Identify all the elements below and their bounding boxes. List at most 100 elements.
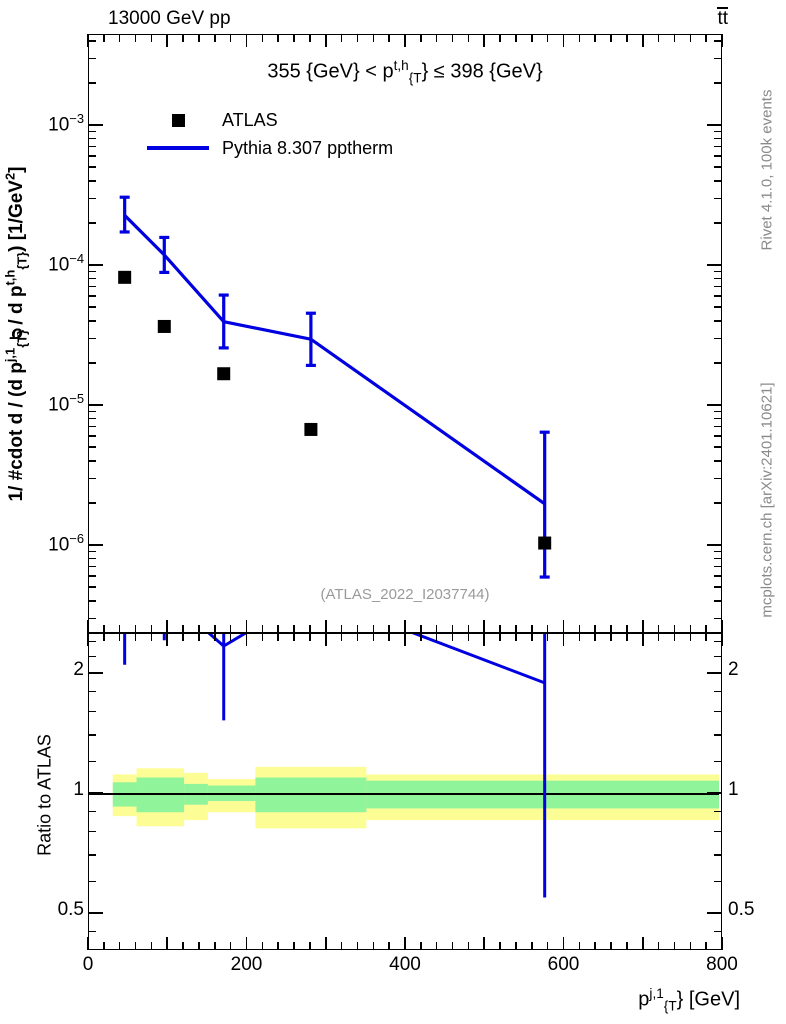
main-x-bottom-tick bbox=[641, 620, 644, 633]
main-x-bottom-tick bbox=[657, 625, 660, 633]
ratio-x-top-tick bbox=[689, 633, 692, 641]
ratio-x-bottom-tick bbox=[451, 942, 454, 950]
main-y-major-tick bbox=[88, 264, 103, 266]
legend-line-icon bbox=[140, 146, 216, 150]
ratio-x-bottom-tick bbox=[293, 942, 295, 950]
ratio-x-bottom-tick bbox=[562, 937, 565, 950]
main-y-major-tick-right bbox=[707, 124, 722, 126]
ratio-y-minor-tick-right bbox=[714, 760, 722, 763]
main-x-bottom-tick bbox=[483, 620, 486, 633]
ratio-y-minor-tick-right bbox=[714, 690, 722, 693]
main-y-minor-tick-right bbox=[714, 285, 722, 288]
main-x-top-tick bbox=[87, 34, 89, 47]
atlas-data-marker bbox=[538, 536, 552, 550]
pythia-polyline bbox=[123, 214, 546, 506]
ratio-y-tick-label: 1 bbox=[73, 779, 84, 800]
ratio-x-bottom-tick bbox=[435, 942, 438, 950]
ratio-x-bottom-tick bbox=[483, 937, 486, 950]
ratio-x-top-tick bbox=[515, 633, 517, 641]
ratio-pythia-curve-group bbox=[123, 634, 547, 898]
legend-label-pythia: Pythia 8.307 pptherm bbox=[222, 137, 394, 158]
main-x-top-tick bbox=[118, 34, 121, 42]
x-tick-label: 400 bbox=[389, 954, 421, 975]
main-x-top-tick bbox=[372, 34, 375, 42]
ratio-y-major-tick-right bbox=[707, 792, 722, 794]
main-x-bottom-tick bbox=[356, 625, 359, 633]
main-y-minor-tick-right bbox=[714, 137, 722, 140]
main-y-minor-tick bbox=[88, 460, 96, 462]
ratio-x-bottom-tick bbox=[134, 942, 137, 950]
main-x-top-tick bbox=[562, 34, 565, 47]
main-y-minor-tick bbox=[88, 575, 96, 577]
main-y-minor-tick bbox=[88, 197, 96, 199]
main-x-bottom-tick bbox=[293, 625, 295, 633]
main-y-minor-tick-right bbox=[714, 197, 722, 199]
main-x-bottom-tick bbox=[103, 625, 105, 633]
main-x-top-tick bbox=[309, 34, 311, 42]
ratio-plot-svg bbox=[89, 634, 721, 898]
ratio-pythia-polyline bbox=[207, 634, 546, 685]
main-x-bottom-tick bbox=[546, 625, 549, 633]
ratio-x-top-tick bbox=[546, 633, 549, 641]
legend-marker-icon bbox=[140, 113, 216, 127]
ratio-x-top-tick bbox=[134, 633, 137, 641]
ratio-y-minor-tick-right bbox=[714, 880, 722, 883]
ratio-y-tick-label: 2 bbox=[73, 659, 84, 680]
ratio-y-minor-tick-right bbox=[714, 830, 722, 833]
process-label: tt bbox=[717, 7, 728, 30]
main-x-top-tick bbox=[657, 34, 660, 42]
main-y-minor-tick bbox=[88, 82, 96, 84]
main-y-minor-tick-right bbox=[714, 460, 722, 462]
main-x-bottom-tick bbox=[372, 625, 375, 633]
ratio-x-bottom-tick bbox=[372, 942, 375, 950]
main-y-minor-tick bbox=[88, 57, 96, 59]
ratio-x-bottom-tick bbox=[214, 942, 216, 950]
main-y-tick-label: 10−5 bbox=[48, 391, 84, 416]
main-x-top-tick bbox=[229, 34, 232, 42]
ratio-x-bottom-tick bbox=[610, 942, 612, 950]
main-y-minor-tick-right bbox=[714, 446, 722, 448]
rivet-version-label: Rivet 4.1.0, 100k events bbox=[758, 89, 776, 251]
ratio-x-bottom-tick bbox=[388, 942, 390, 950]
main-y-minor-tick-right bbox=[714, 57, 722, 59]
x-tick-label: 200 bbox=[230, 954, 263, 975]
main-x-top-tick bbox=[546, 34, 549, 42]
ratio-y-minor-tick-right bbox=[714, 810, 722, 813]
main-y-minor-tick bbox=[88, 166, 96, 168]
ratio-x-bottom-tick bbox=[515, 942, 517, 950]
main-x-bottom-tick bbox=[198, 625, 200, 633]
main-y-minor-tick bbox=[88, 477, 96, 479]
ratio-x-bottom-tick bbox=[657, 942, 660, 950]
ratio-x-bottom-tick bbox=[261, 942, 264, 950]
main-y-minor-tick-right bbox=[714, 502, 722, 504]
ratio-x-top-tick bbox=[435, 633, 438, 641]
ratio-x-top-tick bbox=[118, 633, 121, 641]
main-x-top-tick bbox=[420, 34, 422, 42]
main-x-bottom-tick bbox=[451, 625, 454, 633]
ratio-x-top-tick bbox=[261, 633, 264, 641]
main-y-minor-tick bbox=[88, 180, 96, 182]
atlas-data-marker bbox=[217, 367, 231, 381]
ratio-y-minor-tick bbox=[88, 760, 96, 763]
legend-item-pythia[interactable]: Pythia 8.307 pptherm bbox=[140, 134, 393, 162]
ratio-x-top-tick bbox=[483, 633, 486, 646]
main-plot-area bbox=[89, 35, 721, 632]
main-x-top-tick bbox=[166, 34, 169, 47]
ratio-y-tick-label-right: 2 bbox=[728, 659, 739, 680]
ratio-x-top-tick bbox=[182, 633, 184, 641]
ratio-x-top-tick bbox=[610, 633, 612, 641]
ratio-x-bottom-tick bbox=[673, 942, 676, 950]
ratio-y-minor-tick-right bbox=[714, 655, 722, 658]
main-y-minor-tick-right bbox=[714, 277, 722, 280]
legend-item-atlas[interactable]: ATLAS bbox=[140, 106, 393, 134]
main-y-minor-tick-right bbox=[714, 362, 722, 364]
main-y-major-tick-right bbox=[707, 544, 722, 546]
main-y-minor-tick-right bbox=[714, 565, 722, 568]
main-y-minor-tick bbox=[88, 320, 96, 322]
main-x-bottom-tick bbox=[166, 620, 169, 633]
main-y-minor-tick-right bbox=[714, 306, 722, 308]
ratio-x-bottom-tick bbox=[150, 942, 153, 950]
ratio-x-top-tick bbox=[340, 633, 343, 641]
ratio-x-bottom-tick bbox=[420, 942, 422, 950]
main-y-minor-tick-right bbox=[714, 557, 722, 560]
